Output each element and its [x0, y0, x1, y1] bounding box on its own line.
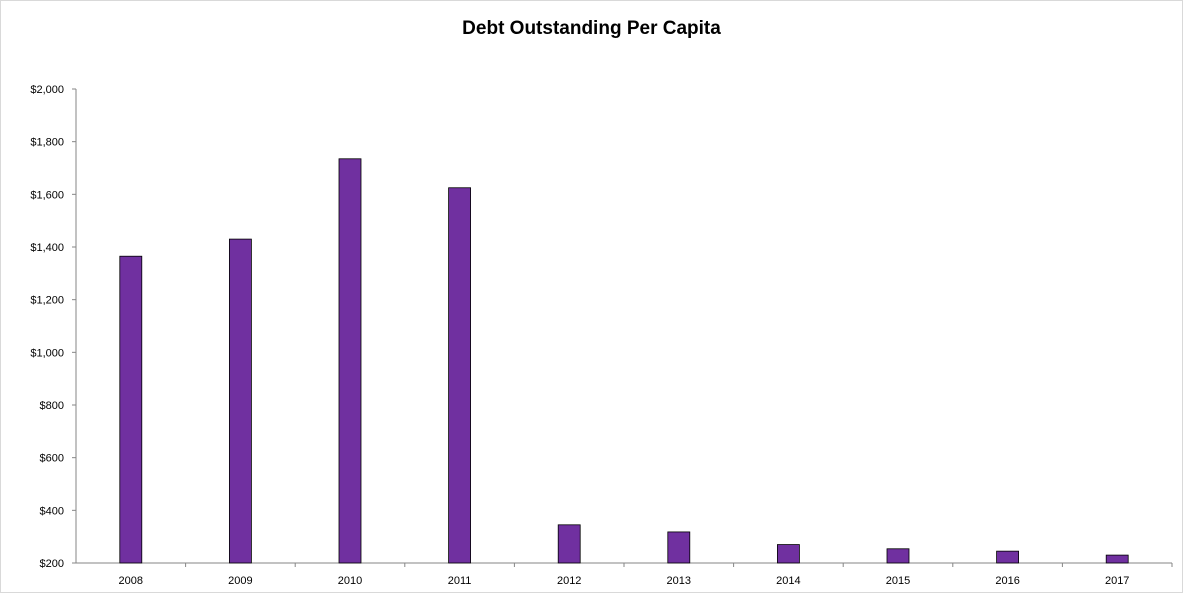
x-tick-label: 2009: [228, 575, 252, 587]
x-tick-label: 2008: [119, 575, 143, 587]
y-tick-label: $400: [40, 505, 64, 517]
x-tick-label: 2017: [1105, 575, 1129, 587]
bar: [667, 531, 691, 564]
bar: [338, 158, 362, 564]
bar: [996, 550, 1019, 564]
x-tick-label: 2010: [338, 575, 362, 587]
bar: [557, 524, 581, 564]
bar: [119, 255, 143, 564]
y-tick-label: $1,600: [30, 189, 64, 201]
y-tick-label: $800: [40, 400, 64, 412]
bar: [448, 187, 472, 564]
bar: [886, 548, 910, 564]
x-tick-label: 2016: [995, 575, 1019, 587]
y-tick-label: $200: [40, 558, 64, 570]
y-tick-label: $1,000: [30, 347, 64, 359]
y-tick-label: $1,400: [30, 242, 64, 254]
y-tick-label: $1,200: [30, 295, 64, 307]
bar: [777, 544, 800, 564]
bar: [228, 238, 252, 564]
chart-title: Debt Outstanding Per Capita: [462, 18, 721, 39]
x-tick-label: 2015: [886, 575, 910, 587]
x-tick-label: 2011: [448, 575, 472, 587]
y-tick-label: $1,800: [30, 137, 64, 149]
y-tick-label: $600: [40, 453, 64, 465]
y-tick-label: $2,000: [30, 84, 64, 96]
x-tick-label: 2012: [557, 575, 581, 587]
x-tick-label: 2014: [776, 575, 800, 587]
bar: [1105, 554, 1129, 564]
x-tick-label: 2013: [667, 575, 691, 587]
